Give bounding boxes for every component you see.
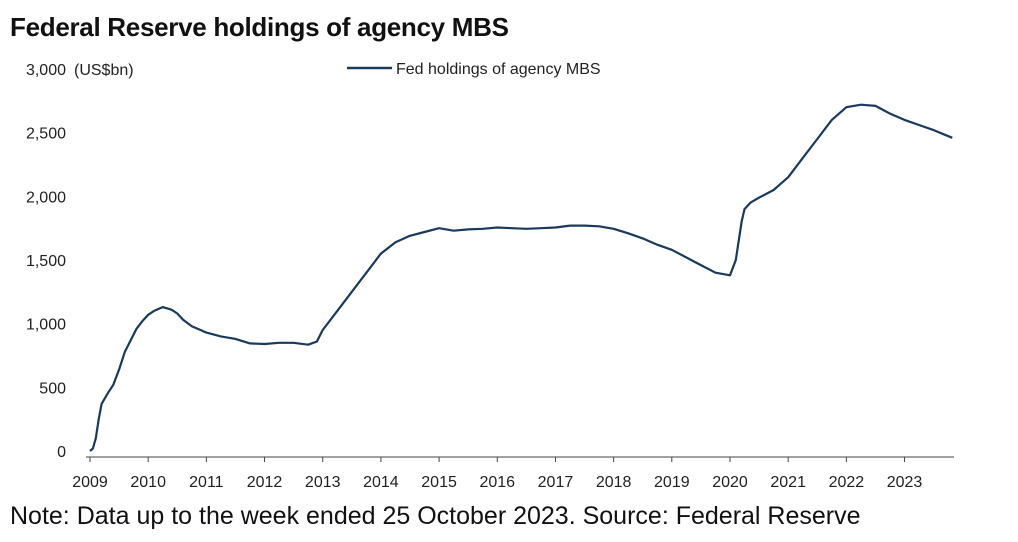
x-tick-label: 2016 [479, 474, 515, 491]
x-tick-label: 2015 [421, 474, 457, 491]
series-line-fed-mbs [89, 103, 953, 452]
y-tick-label: 500 [39, 380, 66, 397]
y-tick-label: 3,000 [26, 62, 66, 79]
y-axis-unit-label: (US$bn) [74, 62, 134, 79]
x-tick-label: 2020 [712, 474, 748, 491]
y-axis: 0 500 1,000 1,500 2,000 2,500 3,000 [26, 62, 66, 461]
source-note: Note: Data up to the week ended 25 Octob… [10, 502, 861, 530]
x-tick-label: 2018 [596, 474, 632, 491]
x-tick-label: 2009 [72, 474, 108, 491]
legend-label: Fed holdings of agency MBS [396, 61, 601, 78]
x-tick-label: 2022 [829, 474, 865, 491]
y-tick-label: 2,000 [26, 189, 66, 206]
x-tick-label: 2014 [363, 474, 399, 491]
x-tick-label: 2012 [247, 474, 283, 491]
chart-title: Federal Reserve holdings of agency MBS [10, 12, 509, 42]
x-tick-label: 2021 [770, 474, 806, 491]
y-tick-label: 2,500 [26, 126, 66, 143]
x-axis: 2009 2010 2011 2012 2013 2014 2015 2016 2017 2018… [72, 457, 922, 491]
x-tick-label: 2019 [654, 474, 690, 491]
x-tick-label: 2023 [887, 474, 923, 491]
y-tick-label: 0 [57, 444, 66, 461]
x-tick-label: 2011 [189, 474, 224, 491]
x-tick-label: 2013 [305, 474, 341, 491]
x-tick-label: 2017 [538, 474, 574, 491]
x-tick-label: 2010 [130, 474, 166, 491]
y-tick-label: 1,500 [26, 253, 66, 270]
y-tick-label: 1,000 [26, 317, 66, 334]
legend: Fed holdings of agency MBS [347, 61, 601, 78]
